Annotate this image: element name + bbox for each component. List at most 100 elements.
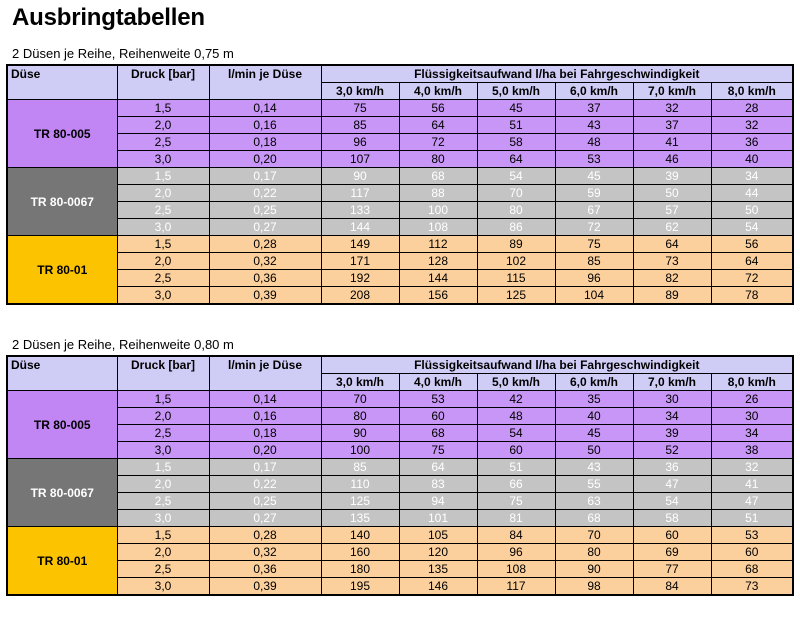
rate-cell: 64 [632, 235, 712, 253]
rate-cell: 54 [710, 218, 794, 236]
rate-cell: 104 [554, 286, 634, 305]
rate-cell: 68 [710, 560, 794, 578]
header-speed: 7,0 km/h [632, 82, 712, 100]
header-speed: 8,0 km/h [710, 82, 794, 100]
rate-cell: 50 [554, 441, 634, 459]
rate-cell: 40 [710, 150, 794, 168]
rate-cell: 51 [476, 116, 556, 134]
rate-cell: 52 [632, 441, 712, 459]
application-table-080: Düse Druck [bar] l/min je Düse Flüssigkeits… [6, 355, 795, 596]
rate-cell: 156 [398, 286, 478, 305]
rate-cell: 96 [554, 269, 634, 287]
table-row: 2,0 0,32 171 128 102 85 73 64 [7, 252, 794, 270]
druck-cell: 2,0 [116, 116, 210, 134]
rate-cell: 44 [710, 184, 794, 202]
rate-cell: 60 [710, 543, 794, 561]
rate-cell: 144 [320, 218, 400, 236]
rate-cell: 37 [632, 116, 712, 134]
rate-cell: 32 [710, 458, 794, 476]
rate-cell: 34 [710, 167, 794, 185]
rate-cell: 36 [632, 458, 712, 476]
table-row: TR 80-005 1,5 0,14 70 53 42 35 30 26 [6, 390, 794, 459]
table-row: TR 80-005 1,5 0,14 75 56 45 37 32 28 [6, 99, 794, 168]
rate-cell: 26 [710, 390, 794, 408]
rate-cell: 171 [320, 252, 400, 270]
druck-cell: 2,5 [116, 201, 210, 219]
table-row: 2,0 0,16 85 64 51 43 37 32 [7, 116, 794, 134]
druck-cell: 1,5 [116, 167, 210, 185]
lmin-cell: 0,27 [208, 509, 322, 527]
table-row: 3,0 0,20 100 75 60 50 52 38 [7, 441, 794, 459]
rate-cell: 53 [398, 390, 478, 408]
rate-cell: 51 [476, 458, 556, 476]
lmin-cell: 0,17 [208, 458, 322, 476]
rate-cell: 53 [554, 150, 634, 168]
table-row: 2,0 0,22 117 88 70 59 50 44 [7, 184, 794, 202]
rate-cell: 94 [398, 492, 478, 510]
rate-cell: 62 [632, 218, 712, 236]
lmin-cell: 0,17 [208, 167, 322, 185]
druck-cell: 2,0 [116, 184, 210, 202]
rate-cell: 88 [398, 184, 478, 202]
table-row: 2,5 0,25 125 94 75 63 54 47 [7, 492, 794, 510]
rate-cell: 32 [710, 116, 794, 134]
table-row: 2,5 0,36 180 135 108 90 77 68 [7, 560, 794, 578]
header-druck: Druck [bar] [116, 64, 210, 100]
header-fluessigkeitsaufwand: Flüssigkeitsaufwand l/ha bei Fahrgeschwi… [320, 355, 794, 374]
lmin-cell: 0,25 [208, 492, 322, 510]
lmin-cell: 0,39 [208, 577, 322, 596]
rate-cell: 100 [398, 201, 478, 219]
druck-cell: 3,0 [116, 509, 210, 527]
rate-cell: 69 [632, 543, 712, 561]
header-speed: 3,0 km/h [320, 82, 400, 100]
table-row: 2,5 0,18 96 72 58 48 41 36 [7, 133, 794, 151]
table-row: 2,5 0,36 192 144 115 96 82 72 [7, 269, 794, 287]
rate-cell: 80 [554, 543, 634, 561]
rate-cell: 125 [476, 286, 556, 305]
rate-cell: 107 [320, 150, 400, 168]
lmin-cell: 0,28 [208, 526, 322, 544]
table-row: 3,0 0,27 144 108 86 72 62 54 [7, 218, 794, 236]
druck-cell: 2,5 [116, 269, 210, 287]
rate-cell: 43 [554, 458, 634, 476]
rate-cell: 34 [632, 407, 712, 425]
rate-cell: 135 [398, 560, 478, 578]
rate-cell: 85 [554, 252, 634, 270]
header-speed: 3,0 km/h [320, 373, 400, 391]
rate-cell: 96 [320, 133, 400, 151]
table-row: TR 80-01 1,5 0,28 149 112 89 75 64 56 [6, 235, 794, 305]
rate-cell: 85 [320, 458, 400, 476]
rate-cell: 66 [476, 475, 556, 493]
rate-cell: 83 [398, 475, 478, 493]
rate-cell: 125 [320, 492, 400, 510]
header-speed: 8,0 km/h [710, 373, 794, 391]
lmin-cell: 0,14 [208, 99, 322, 117]
rate-cell: 180 [320, 560, 400, 578]
rate-cell: 70 [320, 390, 400, 408]
lmin-cell: 0,18 [208, 424, 322, 442]
rate-cell: 80 [320, 407, 400, 425]
table-row: 3,0 0,39 195 146 117 98 84 73 [7, 577, 794, 596]
rate-cell: 59 [554, 184, 634, 202]
rate-cell: 84 [476, 526, 556, 544]
rate-cell: 64 [476, 150, 556, 168]
rate-cell: 54 [476, 424, 556, 442]
rate-cell: 89 [632, 286, 712, 305]
table-row: 2,0 0,22 110 83 66 55 47 41 [7, 475, 794, 493]
druck-cell: 1,5 [116, 235, 210, 253]
rate-cell: 96 [476, 543, 556, 561]
rate-cell: 58 [632, 509, 712, 527]
rate-cell: 128 [398, 252, 478, 270]
rate-cell: 89 [476, 235, 556, 253]
rate-cell: 81 [476, 509, 556, 527]
rate-cell: 50 [710, 201, 794, 219]
rate-cell: 45 [554, 424, 634, 442]
lmin-cell: 0,32 [208, 543, 322, 561]
rate-cell: 102 [476, 252, 556, 270]
rate-cell: 72 [398, 133, 478, 151]
header-lmin: l/min je Düse [208, 64, 322, 100]
rate-cell: 41 [710, 475, 794, 493]
rate-cell: 140 [320, 526, 400, 544]
druck-cell: 2,5 [116, 492, 210, 510]
rate-cell: 100 [320, 441, 400, 459]
